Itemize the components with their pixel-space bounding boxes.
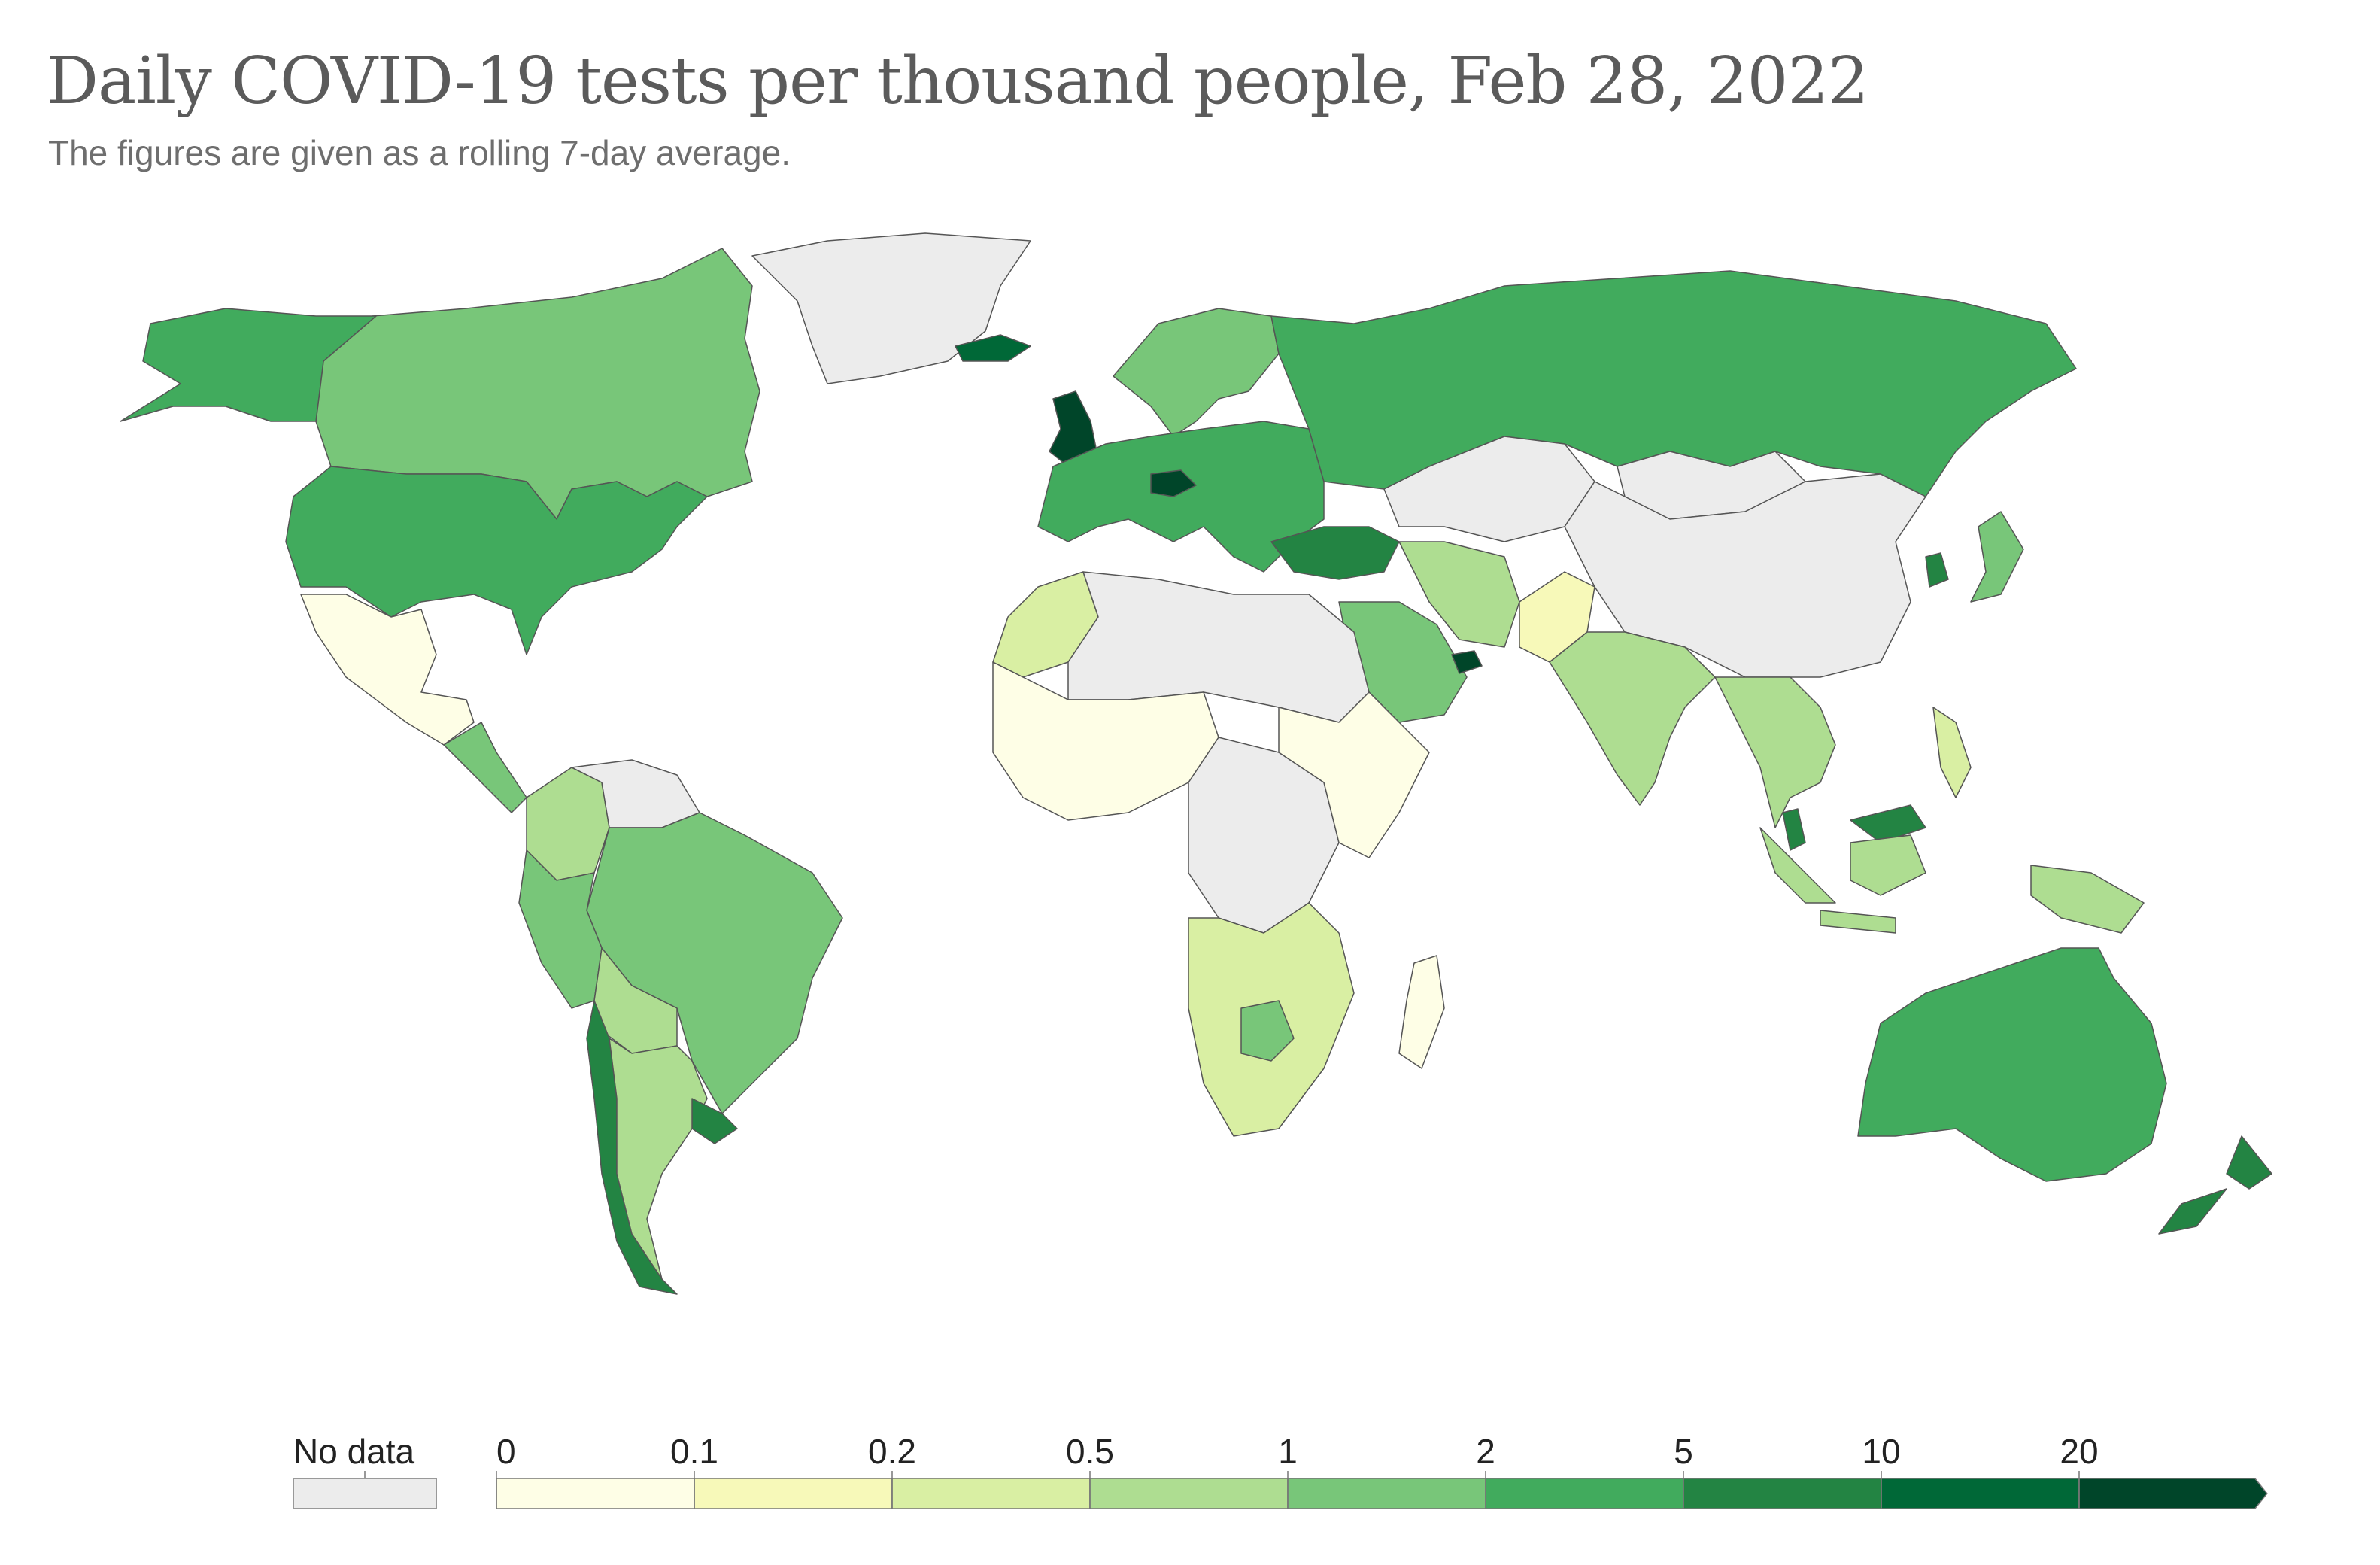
region-philippines[interactable] [1932, 707, 1972, 798]
legend-tick-label: 20 [2060, 1432, 2098, 1471]
region-botswana[interactable] [1240, 1000, 1295, 1062]
legend-swatch-8 [2078, 1478, 2268, 1509]
chart-title: Daily COVID-19 tests per thousand people… [47, 44, 1869, 119]
region-central-africa[interactable] [1188, 737, 1340, 934]
legend-swatch-0 [496, 1478, 695, 1509]
region-alaska[interactable] [120, 308, 377, 422]
world-map [120, 232, 2272, 1295]
legend-swatch-3 [1089, 1478, 1289, 1509]
legend-tick-label: 0.5 [1066, 1432, 1114, 1471]
region-papua[interactable] [2030, 865, 2145, 934]
legend-tick-label: 1 [1278, 1432, 1298, 1471]
region-argentina[interactable] [609, 1038, 708, 1280]
legend-tick-label: 2 [1476, 1432, 1495, 1471]
chart-subtitle: The figures are given as a rolling 7-day… [48, 133, 791, 172]
legend-no-data-swatch [293, 1478, 437, 1509]
legend-swatch-7 [1881, 1478, 2080, 1509]
legend-swatch-2 [891, 1478, 1091, 1509]
region-east-africa[interactable] [1278, 691, 1430, 858]
legend-tick-label: 0 [496, 1432, 516, 1471]
region-south-korea[interactable] [1925, 552, 1949, 588]
legend-swatch-4 [1287, 1478, 1486, 1509]
legend-tick-label: 0.1 [670, 1432, 718, 1471]
legend-tick-label: 0.2 [868, 1432, 916, 1471]
legend-no-data-label: No data [293, 1432, 415, 1471]
region-united-states[interactable] [285, 466, 708, 655]
legend-tick-label: 10 [1862, 1432, 1900, 1471]
region-japan[interactable] [1970, 511, 2024, 603]
region-southeast-asia[interactable] [1714, 676, 1836, 828]
region-uae[interactable] [1451, 650, 1483, 674]
legend-swatch-6 [1683, 1478, 1882, 1509]
region-iran[interactable] [1398, 541, 1520, 648]
region-uruguay[interactable] [691, 1098, 738, 1144]
region-scandinavia[interactable] [1113, 308, 1280, 437]
region-indonesia[interactable] [1759, 827, 1926, 934]
region-madagascar[interactable] [1398, 955, 1445, 1069]
region-iceland[interactable] [955, 334, 1031, 362]
legend-swatch-1 [694, 1478, 893, 1509]
legend-tick-label: 5 [1674, 1432, 1693, 1471]
legend-scale: 0 0.1 0.2 0.5 1 2 5 10 20 [496, 1432, 2268, 1509]
region-mexico[interactable] [300, 594, 475, 746]
legend-swatch-5 [1485, 1478, 1684, 1509]
region-australia[interactable] [1857, 947, 2167, 1182]
region-europe[interactable] [1037, 421, 1325, 573]
region-india[interactable] [1549, 631, 1716, 806]
region-new-zealand[interactable] [2158, 1135, 2272, 1235]
region-turkey[interactable] [1270, 526, 1400, 580]
region-austria[interactable] [1150, 470, 1197, 497]
